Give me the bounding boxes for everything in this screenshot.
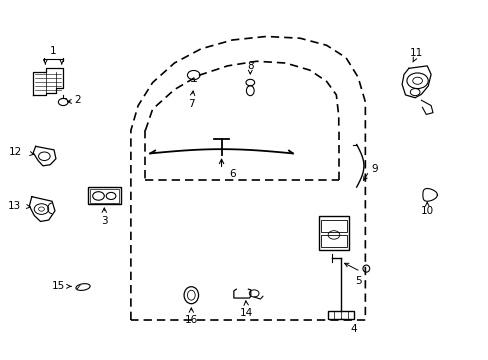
Bar: [90, 189, 119, 203]
Text: 7: 7: [187, 91, 194, 109]
Text: 8: 8: [246, 61, 253, 71]
Text: 4: 4: [350, 324, 357, 334]
Text: 2: 2: [74, 95, 81, 105]
Text: 11: 11: [408, 48, 422, 58]
Text: 1: 1: [50, 46, 57, 56]
Text: 10: 10: [420, 206, 433, 216]
Text: 3: 3: [101, 208, 107, 226]
Text: 9: 9: [370, 165, 377, 174]
Text: 13: 13: [8, 201, 21, 211]
Bar: [327, 311, 354, 319]
Text: 15: 15: [51, 281, 64, 291]
Bar: [88, 188, 121, 204]
Text: 6: 6: [228, 169, 235, 179]
Bar: [321, 235, 346, 247]
Bar: [321, 220, 346, 233]
Bar: [318, 216, 348, 250]
Text: 14: 14: [240, 301, 253, 318]
Text: 5: 5: [354, 276, 361, 286]
Text: 12: 12: [9, 147, 22, 157]
Text: 16: 16: [184, 308, 198, 325]
